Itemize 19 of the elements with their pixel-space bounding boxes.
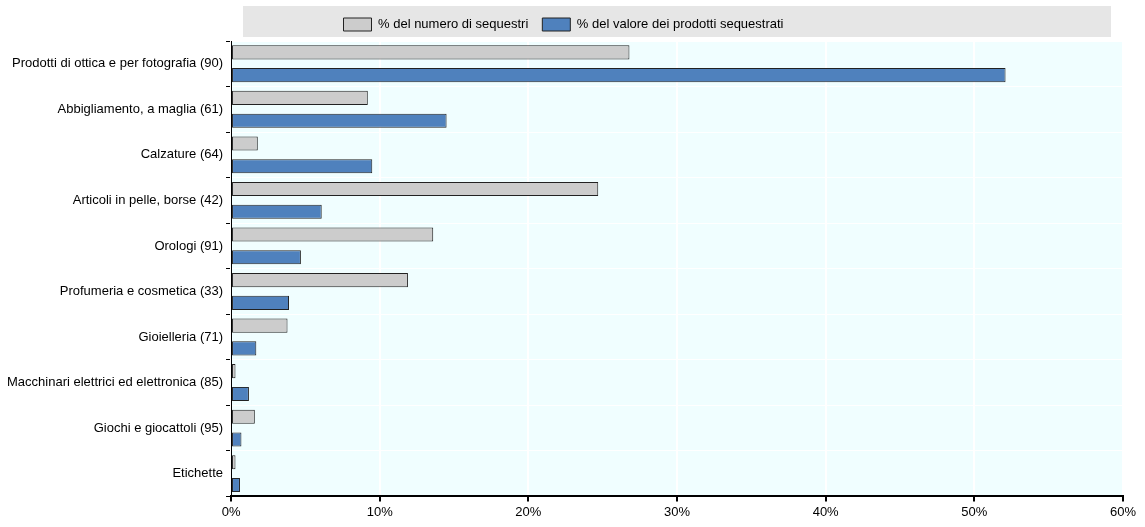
x-tick-label: 40% [812,503,840,519]
y-tick-label: Macchinari elettrici ed elettronica (85) [6,374,224,390]
x-tick-label: 0% [221,503,241,519]
y-tick-label: Giochi e giocattoli (95) [93,419,224,435]
y-tick-label: Prodotti di ottica e per fotografia (90) [12,55,224,71]
y-tick-label: Abbigliamento, a maglia (61) [57,100,224,116]
y-tick-label: Calzature (64) [140,146,224,162]
legend-label: % del valore dei prodotti sequestrati [576,16,784,32]
x-tick-label: 20% [515,503,542,519]
x-tick-label: 30% [664,503,691,519]
x-tick-label: 10% [366,503,394,519]
y-tick-label: Orologi (91) [154,237,224,253]
x-tick-label: 60% [1109,503,1137,519]
y-tick-label: Articoli in pelle, borse (42) [72,191,224,207]
y-tick-label: Etichette [172,465,224,481]
x-tick-label: 50% [961,503,988,519]
legend-label: % del numero di sequestri [378,16,529,32]
y-tick-label: Profumeria e cosmetica (33) [59,283,224,299]
y-tick-label: Gioielleria (71) [138,328,224,344]
